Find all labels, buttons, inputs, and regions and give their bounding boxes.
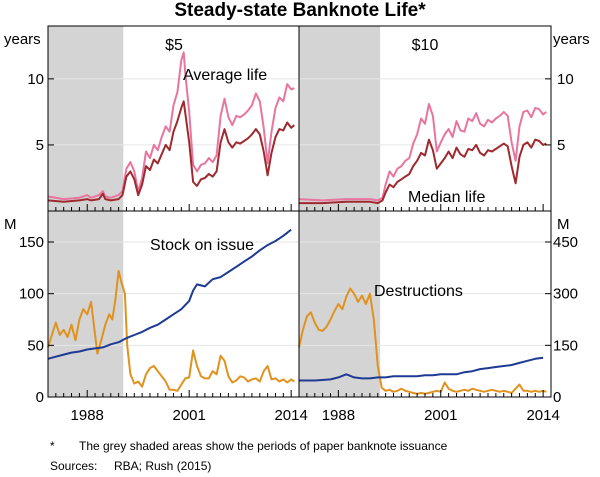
ytick-label-bottom-right-0: 0 (553, 389, 561, 406)
series-destructions-five (47, 269, 295, 392)
ytick-label-bottom-left-1: 50 (27, 337, 44, 354)
paper-issue-shade-bottom-left (48, 211, 124, 397)
series-median-life-ten (299, 138, 547, 205)
panel-title-ten: $10 (412, 37, 439, 54)
ytick-label-bottom-right-2: 300 (553, 286, 578, 303)
xtick-label-left-2: 2014 (274, 407, 307, 424)
ytick-label-top-left-0: 5 (36, 137, 44, 154)
series-destructions-ten (298, 287, 547, 395)
footnote-text: The grey shaded areas show the periods o… (79, 439, 448, 453)
sources-text: RBA; Rush (2015) (114, 459, 211, 473)
unit-label-top-right: years (553, 31, 590, 48)
xtick-label-right-1: 2001 (424, 407, 457, 424)
paper-issue-shade-top-right (299, 26, 381, 211)
series-average-life-ten (298, 103, 547, 202)
ytick-label-top-right-0: 5 (557, 137, 565, 154)
ytick-label-bottom-right-1: 150 (553, 337, 578, 354)
unit-label-bottom-left: M (4, 216, 17, 233)
series-median-life-five (47, 100, 295, 203)
series-average-life-five (47, 51, 295, 201)
xtick-label-left-1: 2001 (173, 407, 206, 424)
ytick-label-top-left-1: 10 (27, 71, 44, 88)
ytick-label-bottom-left-3: 150 (19, 234, 44, 251)
series-stock-on-issue-ten (299, 356, 544, 382)
unit-label-top-left: years (4, 31, 41, 48)
panel-title-five: $5 (165, 37, 183, 54)
series-layer (47, 51, 547, 395)
xtick-label-right-2: 2014 (526, 407, 559, 424)
label-stock-on-issue: Stock on issue (150, 237, 254, 254)
ytick-label-bottom-left-0: 0 (36, 389, 44, 406)
series-stock-on-issue-five (47, 228, 292, 360)
paper-issue-shade-top-left (48, 26, 124, 211)
chart-title: Steady-state Banknote Life* (174, 0, 426, 21)
sources-label: Sources: (50, 459, 97, 473)
label-destructions: Destructions (374, 283, 463, 300)
unit-label-bottom-right: M (557, 216, 570, 233)
label-average-life: Average life (183, 67, 267, 84)
ytick-label-bottom-right-3: 450 (553, 234, 578, 251)
ytick-label-bottom-left-2: 100 (19, 286, 44, 303)
xtick-label-left-0: 1988 (71, 407, 104, 424)
ytick-label-top-right-1: 10 (557, 71, 574, 88)
label-median-life: Median life (408, 189, 485, 206)
xtick-label-right-0: 1988 (322, 407, 355, 424)
footnote-marker: * (50, 439, 55, 453)
